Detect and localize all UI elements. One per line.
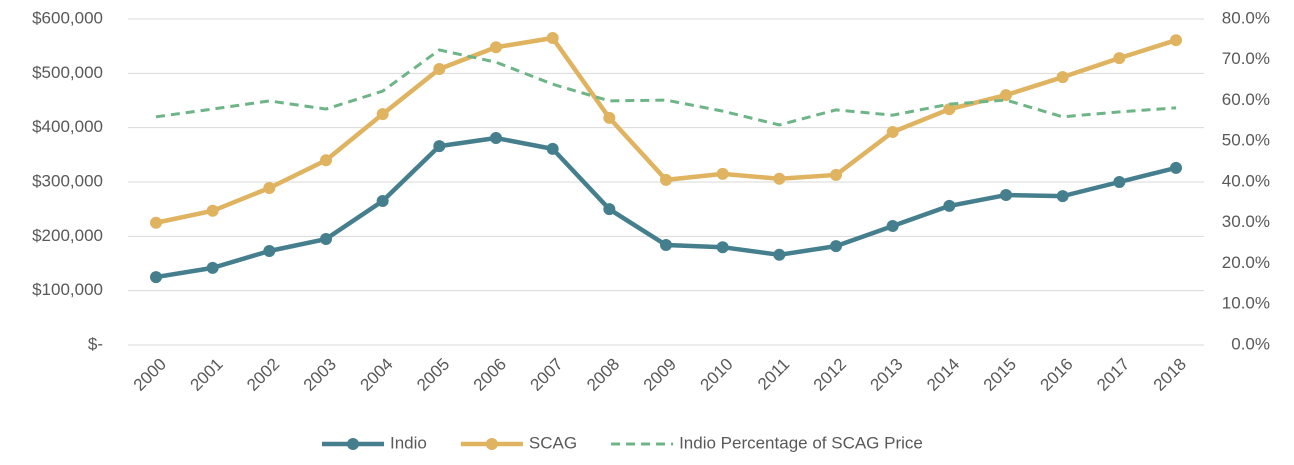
point xyxy=(320,154,332,167)
y-tick-label: $400,000 xyxy=(32,117,103,136)
point xyxy=(660,239,672,252)
point xyxy=(716,241,729,254)
y2-tick-label: 50.0% xyxy=(1222,131,1270,150)
point xyxy=(943,199,956,212)
point xyxy=(1113,52,1126,65)
legend-label: Indio Percentage of SCAG Price xyxy=(679,433,923,452)
point xyxy=(603,111,616,124)
legend-marker xyxy=(347,438,359,450)
x-tick-label: 2009 xyxy=(640,355,680,395)
point xyxy=(490,41,502,54)
legend-label: Indio xyxy=(390,433,427,452)
series-line xyxy=(155,135,1177,280)
x-tick-label: 2000 xyxy=(130,355,170,395)
series-line xyxy=(155,48,1177,127)
x-tick-label: 2010 xyxy=(696,355,736,395)
y-tick-label: $600,000 xyxy=(32,8,103,27)
y2-tick-label: 40.0% xyxy=(1222,171,1270,190)
legend-label: SCAG xyxy=(529,433,577,452)
point xyxy=(1170,34,1182,47)
x-tick-label: 2003 xyxy=(300,355,340,395)
x-tick-label: 2012 xyxy=(810,355,850,395)
x-tick-label: 2004 xyxy=(356,355,396,395)
y-tick-label: $100,000 xyxy=(32,280,103,299)
point xyxy=(490,131,502,144)
y2-tick-label: 70.0% xyxy=(1222,49,1270,68)
point xyxy=(376,195,389,208)
y2-tick-label: 30.0% xyxy=(1222,212,1270,231)
point xyxy=(433,62,446,75)
point xyxy=(206,204,219,217)
x-tick-label: 2001 xyxy=(186,355,226,395)
y2-tick-label: 20.0% xyxy=(1222,253,1270,272)
x-tick-label: 2002 xyxy=(243,355,283,395)
x-tick-label: 2014 xyxy=(923,355,963,395)
point xyxy=(1170,161,1182,174)
point xyxy=(943,103,956,116)
x-tick-label: 2008 xyxy=(583,355,623,395)
y2-tick-label: 60.0% xyxy=(1222,90,1270,109)
y2-tick-label: 10.0% xyxy=(1222,294,1270,313)
point xyxy=(263,181,276,194)
y-tick-label: $200,000 xyxy=(32,226,103,245)
y-tick-label: $500,000 xyxy=(32,63,103,82)
x-tick-label: 2011 xyxy=(754,355,793,394)
point xyxy=(546,32,559,45)
point xyxy=(546,142,559,155)
x-tick-label: 2005 xyxy=(413,355,453,395)
legend-marker xyxy=(485,438,498,450)
point xyxy=(150,216,162,229)
point xyxy=(150,271,162,284)
x-tick-label: 2006 xyxy=(470,355,510,395)
y-tick-label: $300,000 xyxy=(32,171,103,190)
y-tick-label: $- xyxy=(88,334,103,353)
point xyxy=(433,140,446,153)
x-tick-label: 2016 xyxy=(1036,355,1076,395)
point xyxy=(886,220,899,233)
y2-tick-label: 80.0% xyxy=(1222,8,1270,27)
point xyxy=(603,203,616,216)
x-tick-label: 2018 xyxy=(1150,355,1190,395)
point xyxy=(263,245,276,258)
y2-tick-label: 0.0% xyxy=(1231,334,1270,353)
point xyxy=(206,261,219,274)
point xyxy=(830,168,842,181)
point xyxy=(1056,190,1069,203)
x-tick-label: 2013 xyxy=(866,355,906,395)
x-tick-label: 2007 xyxy=(526,355,566,395)
point xyxy=(660,173,672,186)
point xyxy=(1056,71,1069,84)
point xyxy=(1000,189,1012,202)
point xyxy=(830,240,842,253)
point xyxy=(716,167,729,180)
point xyxy=(1000,89,1012,102)
x-tick-label: 2015 xyxy=(980,355,1020,395)
x-tick-label: 2017 xyxy=(1093,355,1133,395)
point xyxy=(773,172,786,185)
point xyxy=(886,126,899,139)
point xyxy=(320,233,332,246)
point xyxy=(773,248,786,261)
point xyxy=(376,108,389,121)
point xyxy=(1113,176,1126,188)
